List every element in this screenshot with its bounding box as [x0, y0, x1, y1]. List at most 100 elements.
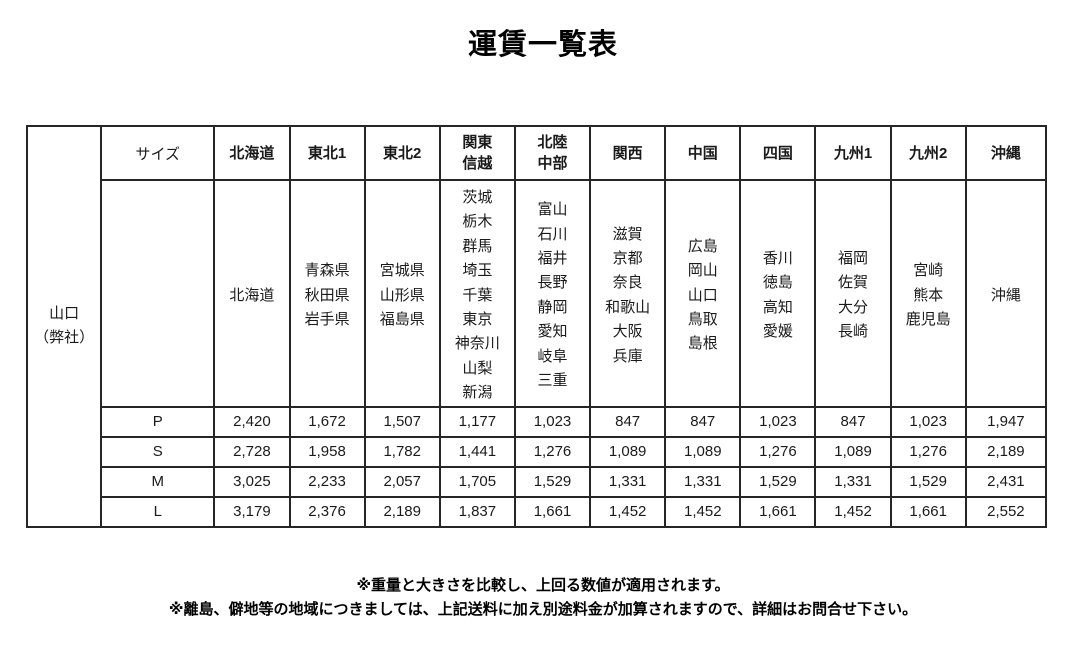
prefecture-list-cell: 沖縄 — [964, 179, 1048, 408]
prefecture-name: 宮城県 — [379, 262, 425, 280]
region-header-cell: 東北1 — [288, 125, 366, 181]
prefecture-name: 大分 — [838, 298, 869, 316]
region-header-line: 中国 — [687, 144, 718, 162]
price-cell: 1,661 — [889, 495, 967, 528]
price-cell: 3,179 — [213, 495, 291, 528]
prefecture-name: 山梨 — [462, 359, 493, 377]
origin-cell: 山口 （弊社） — [25, 125, 103, 528]
region-header-cell: 九州2 — [889, 125, 967, 181]
price-cell: 1,672 — [288, 405, 366, 438]
prefecture-name: 栃木 — [462, 213, 493, 231]
price-cell: 2,431 — [964, 465, 1048, 498]
price-cell: 2,420 — [213, 405, 291, 438]
prefecture-name: 北海道 — [229, 286, 275, 304]
price-row-S: S 2,728 1,958 1,782 1,441 1,276 1,089 1,089 1,27… — [27, 435, 1048, 468]
prefecture-list-cell: 香川 徳島 高知 愛媛 — [739, 179, 817, 408]
page-title: 運賃一覧表 — [467, 29, 618, 61]
prefecture-name: 岡山 — [687, 262, 718, 280]
region-header-line: 東北1 — [307, 144, 347, 162]
prefecture-name: 鳥取 — [687, 311, 718, 329]
prefecture-name: 岐阜 — [537, 347, 568, 365]
price-cell: 1,089 — [664, 435, 742, 468]
prefecture-name: 山口 — [687, 286, 718, 304]
price-cell: 1,782 — [363, 435, 441, 468]
price-cell: 847 — [814, 405, 892, 438]
freight-rate-table: 山口 （弊社） サイズ 北海道 東北1 東北2 関東 信越 北陸 中部 関西 中国 四国 九州1 九州2 沖縄… — [25, 125, 1048, 528]
prefecture-name: 大阪 — [612, 323, 643, 341]
price-cell: 1,276 — [513, 435, 592, 468]
region-header-cell: 関西 — [589, 125, 667, 181]
prefecture-name: 富山 — [537, 201, 568, 219]
prefecture-name: 茨城 — [462, 189, 493, 206]
price-cell: 1,331 — [814, 465, 892, 498]
prefecture-name: 福岡 — [838, 250, 869, 268]
table-body: 山口 （弊社） サイズ 北海道 東北1 東北2 関東 信越 北陸 中部 関西 中国 四国 九州1 九州2 沖縄… — [25, 125, 1048, 528]
footnote-weight-rule: ※重量と大きさを比較し、上回る数値が適用されます。 — [356, 576, 730, 594]
prefecture-name: 秋田県 — [304, 286, 350, 304]
prefecture-name: 群馬 — [462, 237, 493, 255]
price-cell: 3,025 — [213, 465, 291, 498]
price-cell: 847 — [589, 405, 667, 438]
price-cell: 1,089 — [814, 435, 892, 468]
prefecture-name: 東京 — [462, 311, 493, 329]
prefecture-name: 鹿児島 — [905, 311, 951, 329]
price-cell: 1,661 — [513, 495, 592, 528]
price-cell: 1,529 — [739, 465, 817, 498]
prefecture-list-cell: 宮城県 山形県 福島県 — [363, 179, 441, 408]
price-cell: 1,441 — [438, 435, 516, 468]
size-label-cell: P — [100, 405, 216, 438]
prefecture-name: 熊本 — [913, 286, 944, 304]
prefecture-name: 福島県 — [379, 311, 425, 329]
price-cell: 2,728 — [213, 435, 291, 468]
price-cell: 1,023 — [889, 405, 967, 438]
region-header-cell: 東北2 — [363, 125, 441, 181]
price-row-M: M 3,025 2,233 2,057 1,705 1,529 1,331 1,331 1,52… — [27, 465, 1048, 498]
price-cell: 1,452 — [589, 495, 667, 528]
region-header-line: 北陸 — [537, 134, 568, 151]
prefecture-name: 埼玉 — [462, 262, 493, 280]
prefecture-list-cell: 富山 石川 福井 長野 静岡 愛知 岐阜 三重 — [513, 179, 592, 408]
prefecture-name: 岩手県 — [304, 311, 350, 329]
price-cell: 1,089 — [589, 435, 667, 468]
prefecture-name: 神奈川 — [454, 335, 500, 353]
prefecture-list-cell: 青森県 秋田県 岩手県 — [288, 179, 366, 408]
prefecture-name: 広島 — [687, 237, 718, 255]
prefecture-name: 兵庫 — [612, 347, 643, 365]
price-row-P: P 2,420 1,672 1,507 1,177 1,023 847 847 1,023 847… — [27, 405, 1048, 438]
prefecture-name: 青森県 — [304, 262, 350, 280]
price-cell: 2,189 — [964, 435, 1048, 468]
price-cell: 1,452 — [664, 495, 742, 528]
region-header-cell: 北海道 — [213, 125, 291, 181]
region-header-line: 北海道 — [229, 144, 275, 162]
region-header-cell: 中国 — [664, 125, 742, 181]
region-header-cell: 関東 信越 — [438, 125, 516, 181]
prefecture-list-cell: 宮崎 熊本 鹿児島 — [889, 179, 967, 408]
origin-label-line: 山口 — [49, 305, 80, 323]
size-label-cell: S — [100, 435, 216, 468]
price-cell: 1,276 — [889, 435, 967, 468]
prefecture-name: 愛媛 — [762, 323, 793, 341]
price-cell: 2,552 — [964, 495, 1048, 528]
footnote-remote-area: ※離島、僻地等の地域につきましては、上記送料に加え別途料金が加算されますので、詳… — [168, 600, 918, 618]
price-cell: 1,023 — [739, 405, 817, 438]
price-cell: 1,529 — [513, 465, 592, 498]
price-cell: 1,958 — [288, 435, 366, 468]
prefecture-name: 徳島 — [762, 274, 793, 292]
prefecture-name: 沖縄 — [990, 286, 1021, 304]
region-header-line: 信越 — [462, 155, 493, 172]
price-cell: 847 — [664, 405, 742, 438]
region-header-line: 沖縄 — [990, 144, 1021, 162]
prefecture-name: 長崎 — [838, 323, 869, 341]
prefecture-name: 和歌山 — [605, 298, 651, 316]
prefecture-list-cell: 広島岡山山口鳥取島根 — [664, 179, 742, 408]
prefecture-name: 三重 — [537, 372, 568, 390]
region-header-cell: 四国 — [739, 125, 817, 181]
prefecture-name: 山形県 — [379, 286, 425, 304]
size-label-cell: M — [100, 465, 216, 498]
price-cell: 1,177 — [438, 405, 516, 438]
prefecture-list-cell: 北海道 — [213, 179, 291, 408]
prefecture-name: 奈良 — [612, 274, 643, 292]
price-cell: 1,023 — [513, 405, 592, 438]
region-header-line: 四国 — [762, 144, 793, 162]
prefecture-name: 島根 — [687, 335, 718, 353]
